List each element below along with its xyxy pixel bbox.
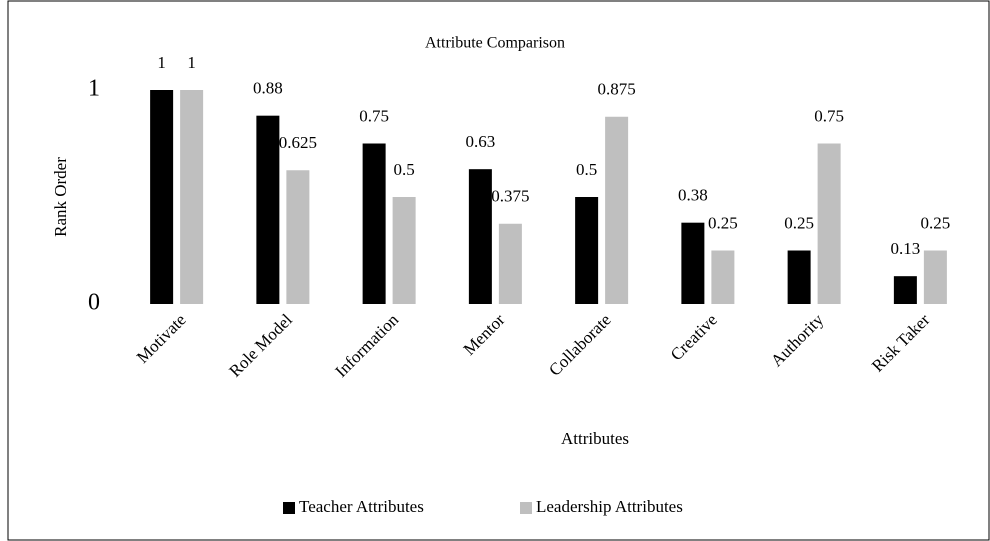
bar	[605, 116, 629, 304]
data-label: 0.63	[466, 132, 496, 151]
data-label: 0.75	[359, 106, 389, 125]
data-label: 0.5	[394, 160, 415, 179]
data-label: 0.13	[891, 239, 921, 258]
bar	[575, 197, 599, 304]
bar	[817, 143, 841, 304]
chart-title: Attribute Comparison	[425, 35, 565, 52]
bar	[787, 250, 811, 304]
bar	[180, 90, 204, 304]
data-label: 1	[157, 53, 166, 72]
data-label: 0.25	[921, 213, 951, 232]
bar	[468, 169, 492, 304]
data-label: 0.875	[598, 80, 636, 99]
data-label: 0.625	[279, 133, 317, 152]
bar	[392, 197, 416, 304]
bar	[893, 276, 917, 304]
y-tick-label: 1	[88, 76, 100, 102]
bar	[362, 143, 386, 304]
y-axis-title: Rank Order	[51, 157, 70, 237]
bar	[286, 170, 310, 304]
bar	[498, 223, 522, 304]
bar	[256, 115, 280, 305]
bar	[150, 90, 174, 304]
legend-label: Teacher Attributes	[299, 497, 424, 516]
bar	[711, 250, 735, 304]
bar	[923, 250, 947, 304]
y-tick-label: 0	[88, 290, 100, 316]
data-label: 0.75	[814, 106, 844, 125]
legend-swatch	[283, 502, 295, 514]
data-label: 0.25	[784, 213, 814, 232]
bar	[681, 222, 705, 304]
legend-label: Leadership Attributes	[536, 497, 683, 516]
data-label: 0.25	[708, 213, 738, 232]
data-label: 0.375	[491, 187, 529, 206]
legend-swatch	[520, 502, 532, 514]
data-label: 0.88	[253, 79, 283, 98]
data-label: 0.5	[576, 160, 597, 179]
data-label: 0.38	[678, 186, 708, 205]
x-axis-title: Attributes	[561, 429, 629, 448]
data-label: 1	[187, 53, 196, 72]
